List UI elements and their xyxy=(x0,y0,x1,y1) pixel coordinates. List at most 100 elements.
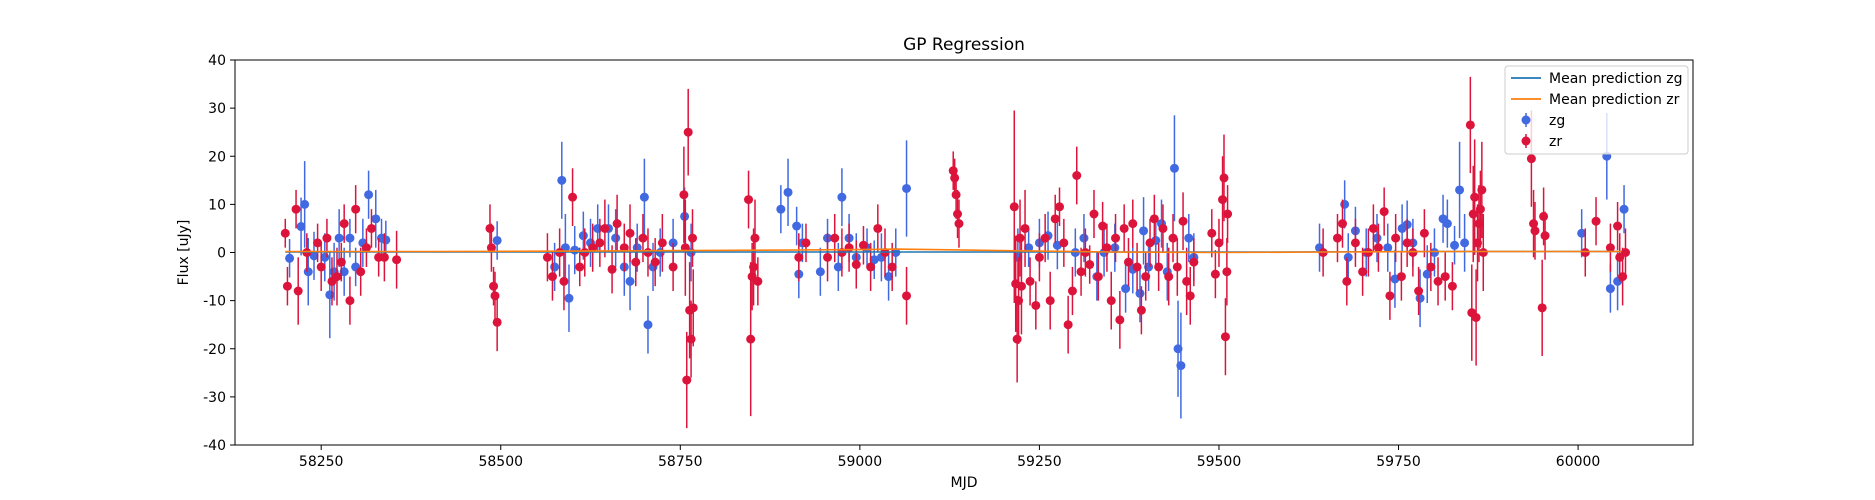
zr-point xyxy=(953,209,963,219)
zg-point xyxy=(1184,233,1194,243)
x-tick-label: 59750 xyxy=(1376,454,1421,470)
zr-point xyxy=(313,238,323,248)
zg-point xyxy=(1415,293,1425,303)
zr-point xyxy=(1222,267,1232,277)
zr-point xyxy=(794,252,804,262)
zr-point xyxy=(1396,272,1406,282)
legend-label: Mean prediction zg xyxy=(1549,71,1683,87)
zr-point xyxy=(1540,231,1550,241)
x-tick-label: 60000 xyxy=(1556,454,1601,470)
zr-point xyxy=(744,195,754,205)
y-tick-label: 20 xyxy=(208,149,226,165)
zr-point xyxy=(749,262,759,272)
zr-point xyxy=(1218,195,1228,205)
zg-point xyxy=(1079,233,1089,243)
zr-point xyxy=(1379,207,1389,217)
zr-point xyxy=(1136,305,1146,315)
zg-point xyxy=(578,231,588,241)
legend-entry-zr: zr xyxy=(1521,134,1562,150)
zr-point xyxy=(485,223,495,233)
zr-point xyxy=(1132,262,1142,272)
zr-point xyxy=(948,166,958,176)
zg-point xyxy=(1372,233,1382,243)
zg-point xyxy=(1460,238,1470,248)
zr-point xyxy=(682,375,692,385)
zr-point xyxy=(1477,185,1487,195)
zr-point xyxy=(1034,252,1044,262)
zr-point xyxy=(542,252,552,262)
zr-point xyxy=(612,219,622,229)
zr-point xyxy=(823,252,833,262)
zr-point xyxy=(1040,233,1050,243)
zg-point xyxy=(1450,240,1460,250)
legend-entry-mean-zg: Mean prediction zg xyxy=(1511,71,1683,87)
zg-point xyxy=(884,272,894,282)
zr-point xyxy=(1076,267,1086,277)
zg-point xyxy=(902,183,912,193)
zg-point xyxy=(570,245,580,255)
zr-point xyxy=(668,262,678,272)
zr-point xyxy=(1009,202,1019,212)
zg-point xyxy=(869,255,879,265)
zr-point xyxy=(1012,334,1022,344)
zg-point xyxy=(1340,199,1350,209)
zr-point xyxy=(1178,216,1188,226)
legend-box xyxy=(1504,65,1689,155)
zr-point xyxy=(753,276,763,286)
x-tick-label: 59500 xyxy=(1197,454,1242,470)
x-tick-label: 59000 xyxy=(838,454,883,470)
zr-point xyxy=(1185,291,1195,301)
legend-label: zr xyxy=(1549,134,1562,150)
zg-point xyxy=(364,190,374,200)
zr-point xyxy=(1111,233,1121,243)
x-axis-title: MJD xyxy=(951,475,978,491)
zg-point xyxy=(550,262,560,272)
zg-point xyxy=(296,222,306,232)
zr-point xyxy=(1141,272,1151,282)
legend-marker-swatch xyxy=(1521,115,1531,125)
y-axis: -40 -30 -20 -10 0 10 20 30 40 xyxy=(203,53,235,454)
zr-point xyxy=(332,272,342,282)
legend-entry-mean-zr: Mean prediction zr xyxy=(1511,92,1680,108)
zg-point xyxy=(1135,288,1145,298)
zg-point xyxy=(300,199,310,209)
zr-point xyxy=(1219,173,1229,183)
zr-point xyxy=(844,243,854,253)
zr-point xyxy=(1050,214,1060,224)
zr-point xyxy=(1210,269,1220,279)
zr-point xyxy=(282,281,292,291)
zr-point xyxy=(851,260,861,270)
zr-point xyxy=(1620,248,1630,257)
zr-point xyxy=(1015,233,1025,243)
zr-point xyxy=(657,238,667,248)
zr-point xyxy=(1063,320,1073,330)
x-tick-label: 58750 xyxy=(658,454,703,470)
zg-point xyxy=(837,192,847,202)
zr-point xyxy=(1164,272,1174,282)
zr-point xyxy=(351,204,361,214)
zr-point xyxy=(1580,248,1590,257)
series-zr xyxy=(280,76,1630,429)
zr-point xyxy=(750,233,760,243)
legend-marker-swatch xyxy=(1521,136,1531,146)
zr-point xyxy=(607,264,617,274)
zr-point xyxy=(1447,281,1457,291)
zr-point xyxy=(1468,209,1478,219)
zg-point xyxy=(564,293,574,303)
zr-point xyxy=(316,262,326,272)
series-zg xyxy=(285,112,1629,419)
zg-point xyxy=(1173,344,1183,354)
zg-point xyxy=(1139,226,1149,236)
zg-point xyxy=(557,175,567,185)
zr-point xyxy=(1368,223,1378,233)
zr-point xyxy=(1223,209,1233,219)
zg-point xyxy=(1121,284,1131,294)
zg-point xyxy=(1429,248,1439,257)
zr-point xyxy=(1067,286,1077,296)
zr-point xyxy=(356,267,366,277)
zr-point xyxy=(1613,221,1623,231)
zr-point xyxy=(1102,243,1112,253)
zr-point xyxy=(392,255,402,265)
zr-point xyxy=(588,243,598,253)
